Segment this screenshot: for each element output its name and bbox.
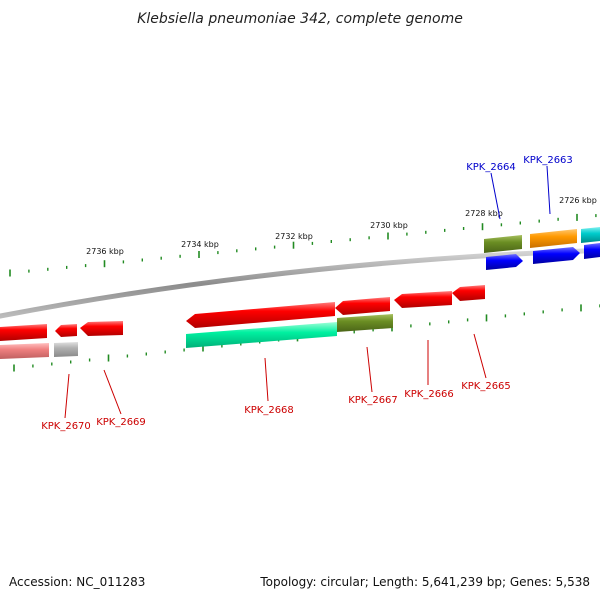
gene-feature-kpk2665[interactable]	[452, 285, 485, 301]
feature-aquamarine[interactable]	[186, 322, 337, 348]
gene-label-kpk2665[interactable]: KPK_2665	[461, 381, 511, 392]
gene-label-kpk2663[interactable]: KPK_2663	[523, 155, 573, 166]
feature-grey[interactable]	[54, 342, 78, 357]
ruler-label-2730: 2730 kbp	[370, 221, 408, 230]
map-title: Klebsiella pneumoniae 342, complete geno…	[137, 11, 463, 27]
gene-label-kpk2670[interactable]: KPK_2670	[41, 421, 91, 432]
ruler-label-2736: 2736 kbp	[86, 247, 124, 256]
gene-feature-kpk2666[interactable]	[394, 291, 452, 308]
leader-line-kpk2664	[490, 172, 501, 220]
gene-label-kpk2669[interactable]: KPK_2669	[96, 417, 146, 428]
feature-blue-2[interactable]	[533, 247, 580, 264]
gene-label-kpk2668[interactable]: KPK_2668	[244, 405, 294, 416]
leader-line-kpk2665	[473, 333, 487, 379]
ruler-label-2734: 2734 kbp	[181, 240, 219, 249]
feature-blue-3[interactable]	[584, 243, 600, 259]
genome-backbone	[0, 247, 600, 319]
leader-line-kpk2669	[103, 369, 122, 415]
feature-cyan[interactable]	[581, 227, 600, 243]
gene-feature-kpk2669[interactable]	[80, 321, 123, 336]
ruler-label-2732: 2732 kbp	[275, 232, 313, 241]
gene-feature-kpk2670[interactable]	[55, 324, 77, 337]
gene-feature-kpk2671[interactable]	[0, 324, 47, 341]
feature-olive[interactable]	[337, 314, 393, 332]
gene-feature-kpk2668[interactable]	[186, 302, 335, 328]
feature-blue-1[interactable]	[486, 254, 523, 270]
gene-feature-kpk2667[interactable]	[335, 297, 390, 315]
leader-line-kpk2663	[546, 165, 551, 215]
leader-line-kpk2668	[264, 357, 269, 402]
leader-line-kpk2670	[64, 373, 70, 419]
gene-feature-kpk2664[interactable]	[484, 235, 522, 253]
gene-label-kpk2664[interactable]: KPK_2664	[466, 162, 516, 173]
leader-line-kpk2667	[366, 346, 373, 393]
forward-leader-lines	[490, 165, 551, 220]
gene-label-kpk2666[interactable]: KPK_2666	[404, 389, 454, 400]
gene-feature-kpk2663[interactable]	[530, 229, 577, 248]
ruler-label-2726: 2726 kbp	[559, 196, 597, 205]
feature-pink[interactable]	[0, 343, 49, 359]
reverse-leader-lines	[64, 333, 487, 419]
ruler-label-2728: 2728 kbp	[465, 209, 503, 218]
genome-summary-text: Topology: circular; Length: 5,641,239 bp…	[259, 575, 590, 589]
accession-text: Accession: NC_011283	[9, 575, 145, 589]
upper-tick-ruler	[9, 213, 597, 277]
gene-label-kpk2667[interactable]: KPK_2667	[348, 395, 398, 406]
